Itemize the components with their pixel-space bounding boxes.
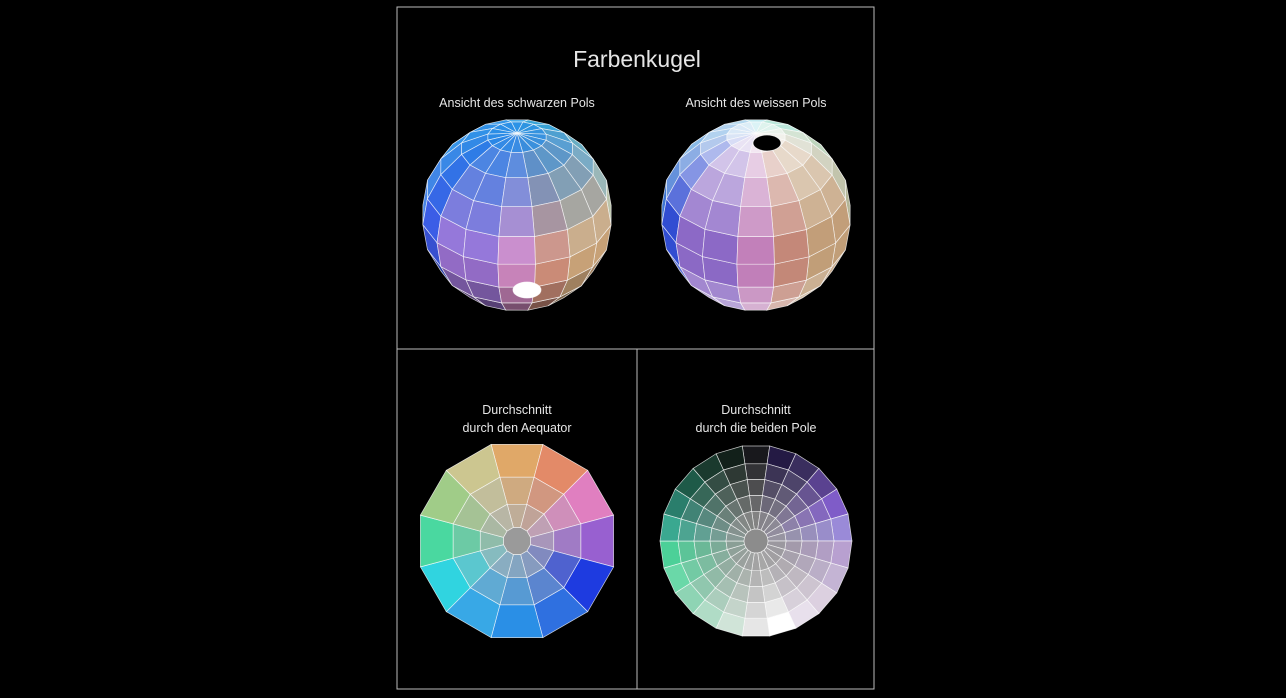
poles-cell-r1-s0	[744, 463, 768, 480]
sphere-facet-b7-s3	[740, 177, 772, 208]
caption-white-pole: Ansicht des weissen Pols	[685, 96, 826, 110]
poles-center-gray	[743, 528, 769, 554]
sphere-facet-b4-s3	[736, 263, 775, 288]
diagram-title: Farbenkugel	[573, 46, 701, 72]
sphere-facet-b2-s3	[739, 302, 772, 311]
poles-section-wheel	[659, 445, 853, 637]
poles-cell-r1-s11	[744, 602, 768, 619]
poles-cell-r0-s11	[741, 617, 771, 637]
caption-poles-line2: durch die beiden Pole	[696, 421, 817, 435]
caption-poles-line1: Durchschnitt	[721, 403, 791, 417]
equator-center-gray	[503, 527, 531, 555]
sphere-facet-b7-s3	[500, 302, 533, 311]
caption-black-pole: Ansicht des schwarzen Pols	[439, 96, 595, 110]
sphere-facet-b4-s3	[497, 236, 536, 265]
poles-cell-r2-s0	[746, 479, 766, 496]
sphere-facet-b6-s3	[737, 206, 774, 237]
poles-cell-r0-s5	[830, 513, 853, 542]
black-pole-cap	[752, 134, 782, 152]
white-pole-cap	[512, 281, 542, 299]
sphere-facet-b2-s3	[501, 177, 533, 208]
equator-section-wheel	[419, 443, 615, 639]
caption-equator-line1: Durchschnitt	[482, 403, 552, 417]
caption-equator-line2: durch den Aequator	[462, 421, 571, 435]
sphere-facet-b5-s3	[736, 236, 775, 265]
poles-cell-r2-s11	[746, 586, 766, 603]
sphere-white-pole-view	[661, 119, 851, 311]
outer-frame	[396, 6, 875, 690]
sphere-facet-b3-s3	[737, 286, 774, 304]
sphere-facet-b3-s3	[498, 206, 535, 237]
sphere-black-pole-view	[422, 119, 612, 311]
poles-cell-r0-s0	[741, 445, 771, 465]
poles-cell-r0-s16	[659, 540, 682, 569]
